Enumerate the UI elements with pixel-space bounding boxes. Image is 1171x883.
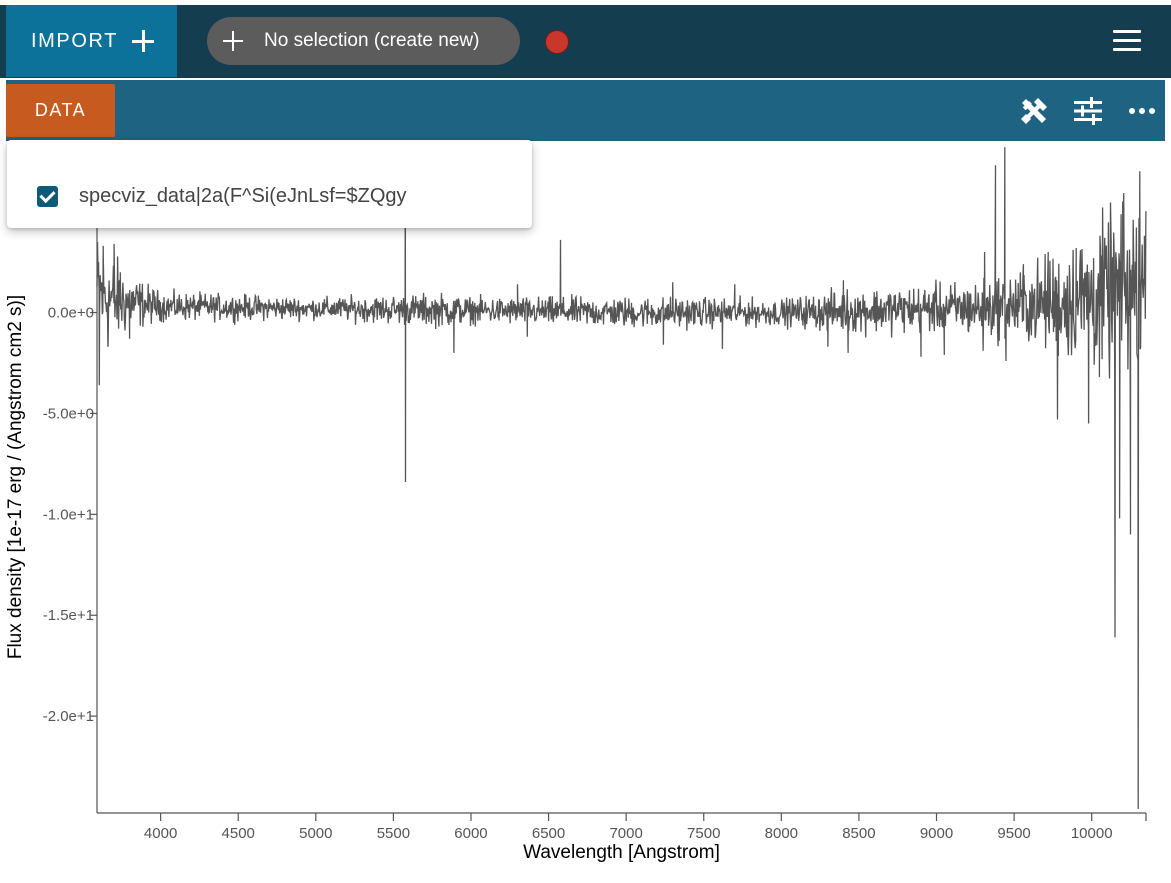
spectrum-series-line <box>96 142 1147 810</box>
x-tick-label: 4000 <box>144 825 177 842</box>
plus-icon <box>223 31 243 51</box>
viewer-toolbar: DATA <box>6 80 1165 141</box>
import-label: IMPORT <box>31 29 119 52</box>
checked-checkbox-icon[interactable] <box>37 186 58 207</box>
subset-selection-label: No selection (create new) <box>264 30 480 51</box>
x-tick-label: 6000 <box>454 825 487 842</box>
x-tick-label: 5500 <box>377 825 410 842</box>
tools-icon[interactable] <box>1018 95 1050 127</box>
x-tick-label: 8000 <box>765 825 798 842</box>
x-tick-label: 7000 <box>609 825 642 842</box>
x-axis: 4000 4500 5000 5500 6000 6500 7000 7500 8000 8500… <box>97 812 1147 842</box>
data-item-label: specviz_data|2a(F^Si(eJnLsf=$ZQgy <box>79 185 407 207</box>
hamburger-menu-icon[interactable] <box>1113 30 1143 52</box>
x-tick-label: 4500 <box>222 825 255 842</box>
subset-selection-chip[interactable]: No selection (create new) <box>207 17 520 65</box>
status-indicator-dot <box>545 30 569 54</box>
x-tick-label: 5000 <box>299 825 332 842</box>
y-tick-label: -1.0e+1 <box>43 506 94 523</box>
plus-icon <box>132 30 155 52</box>
x-axis-label: Wavelength [Angstrom] <box>523 842 720 863</box>
y-tick-label: -5.0e+0 <box>43 405 94 422</box>
x-tick-label: 10000 <box>1071 825 1113 842</box>
y-axis-label: Flux density [1e-17 erg / (Angstrom cm2 … <box>6 295 26 659</box>
y-axis: 0.0e+0 -5.0e+0 -1.0e+1 -1.5e+1 -2.0e+1 <box>43 141 98 813</box>
app-bar-top-edge <box>0 0 1171 5</box>
x-tick-label: 7500 <box>687 825 720 842</box>
spectrum-chart-svg[interactable]: 0.0e+0-5.0e+0-1.0e+1-1.5e+1-2.0e+1 4000 4… <box>6 141 1165 883</box>
x-tick-label: 9500 <box>997 825 1030 842</box>
app-bar: IMPORT No selection (create new) <box>0 0 1171 78</box>
y-tick-label: -2.0e+1 <box>43 708 94 725</box>
y-tick-label: 0.0e+0 <box>48 305 94 322</box>
data-menu-dropdown: specviz_data|2a(F^Si(eJnLsf=$ZQgy <box>7 140 532 228</box>
x-tick-label: 6500 <box>532 825 565 842</box>
x-tick-label: 8500 <box>842 825 875 842</box>
spectrum-plot[interactable]: 0.0e+0 -5.0e+0 -1.0e+1 -1.5e+1 -2.0e+1 4000 4… <box>6 141 1165 883</box>
y-tick-label: -1.5e+1 <box>43 607 94 624</box>
data-menu-item[interactable]: specviz_data|2a(F^Si(eJnLsf=$ZQgy <box>37 185 407 208</box>
more-horizontal-icon[interactable] <box>1126 95 1158 127</box>
sliders-icon[interactable] <box>1072 95 1104 127</box>
x-tick-label: 9000 <box>920 825 953 842</box>
import-button[interactable]: IMPORT <box>6 5 177 77</box>
data-menu-button[interactable]: DATA <box>6 84 115 137</box>
